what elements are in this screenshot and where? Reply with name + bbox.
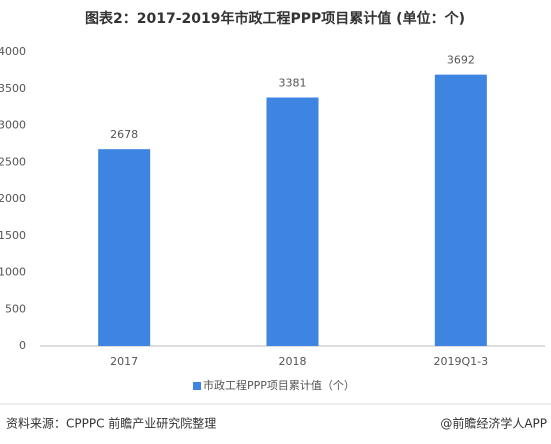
- bar: [98, 149, 151, 346]
- legend-label: 市政工程PPP项目累计值（个）: [203, 378, 355, 392]
- x-tick-label: 2018: [279, 355, 307, 368]
- y-tick-label: 3500: [0, 82, 26, 95]
- bar: [434, 74, 487, 346]
- bar: [266, 97, 319, 347]
- value-label: 2678: [110, 128, 138, 141]
- y-tick-label: 2000: [0, 192, 26, 205]
- source: 资料来源：CPPPC 前瞻产业研究院整理: [6, 416, 216, 431]
- value-label: 3692: [447, 54, 475, 67]
- y-tick-label: 4000: [0, 45, 26, 58]
- credit: @前瞻经济学人APP: [440, 416, 547, 431]
- x-tick-label: 2019Q1-3: [434, 355, 489, 368]
- y-tick-label: 3000: [0, 119, 26, 132]
- y-tick-label: 500: [5, 302, 26, 315]
- y-tick-label: 1000: [0, 266, 26, 279]
- y-tick-label: 0: [19, 339, 26, 352]
- y-tick-label: 2500: [0, 155, 26, 168]
- chart-title: 图表2：2017-2019年市政工程PPP项目累计值 (单位：个): [85, 10, 465, 27]
- value-label: 3381: [279, 76, 307, 89]
- x-tick-label: 2017: [110, 355, 138, 368]
- legend-swatch: [193, 382, 201, 390]
- y-tick-label: 1500: [0, 229, 26, 242]
